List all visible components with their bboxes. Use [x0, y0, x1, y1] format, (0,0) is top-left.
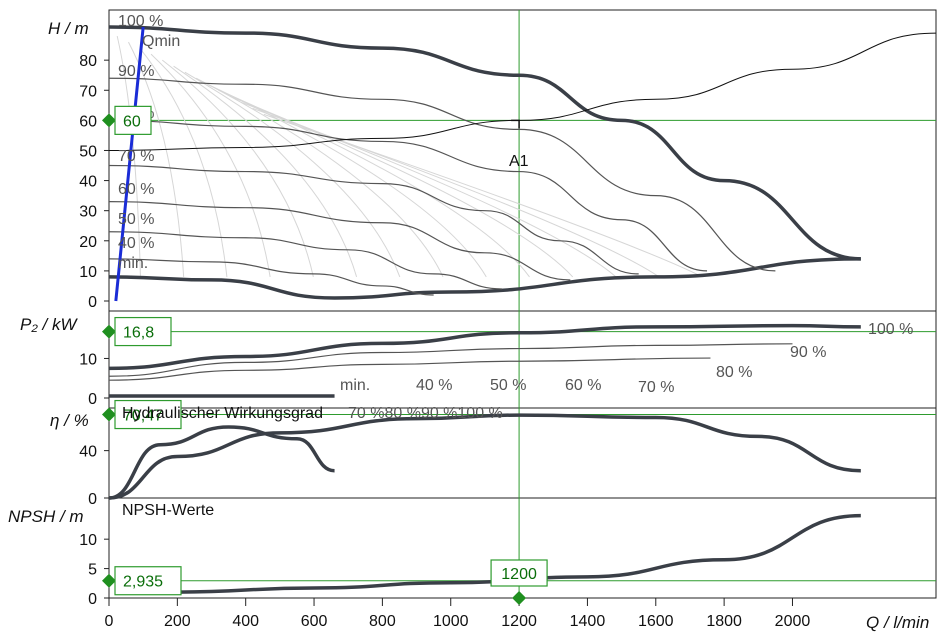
- marks-layer: 0 200 400 600 800 1000 1200 1400 1600 1800 2000010…: [79, 13, 913, 630]
- head-speed-label-1: 90 %: [118, 63, 154, 80]
- flow-value-box-frame: [490, 559, 548, 587]
- curves-layer: [108, 25, 937, 594]
- y-tick-label-1-10: 10: [79, 351, 97, 368]
- flow-value-box: 1200: [501, 566, 537, 583]
- qmin-line: [114, 26, 145, 302]
- power-value-box: 16,8: [123, 325, 154, 342]
- power-curve-label-1: 90 %: [790, 344, 826, 361]
- curve-0-4: [108, 164, 639, 275]
- power-value-box-frame: [114, 316, 172, 347]
- head-speed-label-4: 60 %: [118, 181, 154, 198]
- head-speed-label-6: 40 %: [118, 235, 154, 252]
- x-tick-label-1000: 1000: [433, 613, 469, 630]
- x-tick-label-0: 0: [105, 613, 114, 630]
- x-tick-label-1600: 1600: [638, 613, 674, 630]
- curve-1-1: [108, 343, 793, 377]
- y-tick-label-0-30: 30: [79, 204, 97, 221]
- power-curve-label-3: 70 %: [638, 379, 674, 396]
- x-tick-label-200: 200: [164, 613, 191, 630]
- y-tick-label-0-0: 0: [88, 294, 97, 311]
- power-curve-label-2: 80 %: [716, 364, 752, 381]
- npsh-panel-title: NPSH-Werte: [122, 502, 214, 519]
- flow-axis-label: Q / l/min: [866, 613, 929, 632]
- curve-0-1: [108, 257, 861, 300]
- npsh-axis-label: NPSH / m: [8, 507, 84, 526]
- iso-efficiency-line-3: [150, 53, 271, 277]
- npsh-value-box: 2,935: [123, 574, 163, 591]
- curve-0-3: [108, 119, 708, 272]
- qmin-label: Qmin: [142, 33, 180, 50]
- iso-efficiency-line-11: [241, 101, 617, 278]
- y-tick-label-2-0: 0: [88, 491, 97, 508]
- power-curve-label-5: 50 %: [490, 377, 526, 394]
- y-tick-label-3-5: 5: [88, 562, 97, 579]
- iso-efficiency-line-7: [195, 77, 444, 278]
- y-tick-label-0-10: 10: [79, 264, 97, 281]
- power-curve-label-6: 40 %: [416, 377, 452, 394]
- curve-2-0: [108, 413, 861, 500]
- npsh-value-box-marker: [102, 573, 116, 588]
- y-tick-label-0-60: 60: [79, 113, 97, 130]
- head-speed-label-7: min.: [118, 255, 148, 272]
- iso-efficiency-line-2: [139, 47, 228, 277]
- curve-0-0: [108, 25, 861, 261]
- curve-0-6: [108, 231, 502, 290]
- y-tick-label-0-50: 50: [79, 143, 97, 160]
- x-tick-label-400: 400: [232, 613, 259, 630]
- head-axis-label: H / m: [48, 19, 89, 38]
- curve-1-2: [108, 357, 711, 381]
- iso-efficiency-line-5: [173, 65, 358, 278]
- y-tick-label-0-20: 20: [79, 234, 97, 251]
- operating-point-marker: [511, 119, 520, 129]
- power-value-box-marker: [102, 324, 116, 339]
- efficiency-overlap-labels: 70 %80 %90 %100 %: [348, 405, 503, 422]
- head-speed-label-3: 70 %: [118, 148, 154, 165]
- x-tick-label-600: 600: [301, 613, 328, 630]
- head-speed-label-0: 100 %: [118, 13, 163, 30]
- head-value-box-marker: [102, 113, 116, 128]
- flow-value-marker: [512, 591, 527, 605]
- head-value-box: 60: [123, 113, 141, 130]
- head-value-box-frame: [114, 105, 152, 135]
- curve-0-8: [108, 32, 937, 151]
- power-curve-label-4: 60 %: [565, 377, 601, 394]
- efficiency-value-box-frame: [114, 399, 182, 430]
- power-curve-label-7: min.: [340, 377, 370, 394]
- efficiency-value-box: 70,47: [123, 408, 163, 425]
- x-tick-label-1400: 1400: [570, 613, 606, 630]
- iso-efficiency-line-6: [184, 71, 401, 278]
- operating-point-label: A1: [509, 153, 529, 170]
- y-tick-label-3-0: 0: [88, 591, 97, 608]
- iso-efficiency-line-10: [229, 95, 574, 278]
- x-tick-label-800: 800: [369, 613, 396, 630]
- x-tick-label-2000: 2000: [775, 613, 811, 630]
- y-tick-label-1-0: 0: [88, 391, 97, 408]
- y-tick-label-0-70: 70: [79, 83, 97, 100]
- efficiency-panel-title: Hydraulischer Wirkungsgrad: [122, 405, 323, 422]
- x-tick-label-1200: 1200: [501, 613, 537, 630]
- curve-1-0: [108, 323, 861, 371]
- x-tick-label-1800: 1800: [706, 613, 742, 630]
- y-tick-label-3-10: 10: [79, 532, 97, 549]
- y-tick-label-0-40: 40: [79, 174, 97, 191]
- iso-efficiency-line-4: [162, 59, 314, 278]
- power-axis-label: P₂ / kW: [20, 315, 78, 334]
- npsh-value-box-frame: [114, 566, 182, 596]
- head-speed-label-5: 50 %: [118, 211, 154, 228]
- power-curve-label-0: 100 %: [868, 321, 913, 338]
- curve-0-5: [108, 201, 571, 281]
- curve-0-7: [108, 258, 434, 296]
- efficiency-value-box-marker: [102, 407, 116, 422]
- curve-2-1: [108, 425, 335, 500]
- y-tick-label-0-80: 80: [79, 53, 97, 70]
- iso-efficiency-line-13: [263, 113, 703, 278]
- y-tick-label-2-40: 40: [79, 444, 97, 461]
- efficiency-axis-label: η / %: [50, 411, 89, 430]
- curve-0-2: [108, 77, 776, 272]
